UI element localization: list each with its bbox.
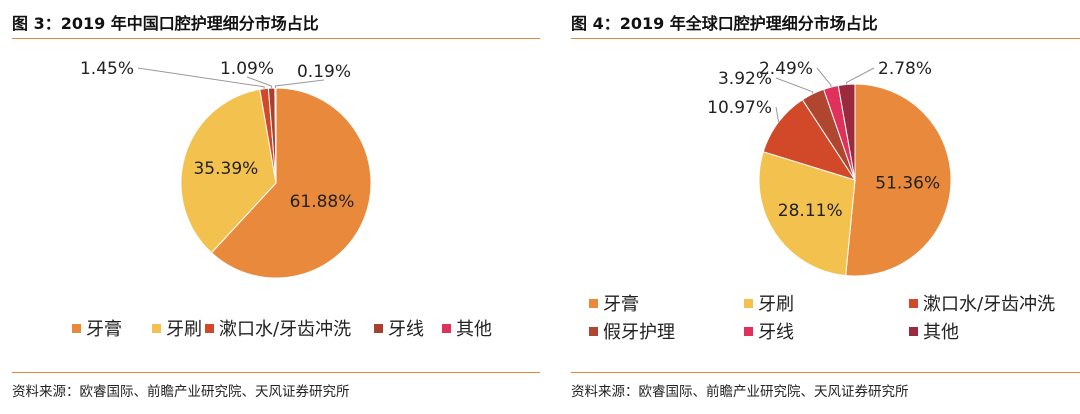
pie-slice-1	[180, 88, 277, 254]
legend-item-1: 牙刷	[744, 294, 794, 315]
pie-slice-4	[274, 87, 277, 184]
figure-4-bottom-rule	[571, 372, 1080, 373]
legend-label-0: 牙膏	[603, 293, 639, 315]
global-oral-care-pie-chart: 51.36% 28.11% 10.97% 3.92%2.49% 2.78% 牙膏 牙刷 漱口水…	[589, 59, 1055, 343]
legend-label-3: 牙线	[388, 319, 424, 340]
legend-item-0: 牙膏	[589, 293, 639, 315]
legend-swatch-2	[909, 299, 918, 308]
legend-label-3: 假牙护理	[603, 322, 675, 343]
legend-item-5: 其他	[909, 322, 959, 343]
legend-label-5: 其他	[923, 322, 959, 343]
data-label-5: 2.78%	[878, 59, 932, 79]
data-label-2: 10.97%	[707, 98, 772, 118]
data-label-0: 61.88%	[290, 192, 355, 212]
legend-swatch-1	[744, 299, 753, 308]
data-label-2: 1.45%	[80, 59, 134, 79]
data-label-1: 35.39%	[193, 159, 258, 179]
figure-3-title: 图 3：2019 年中国口腔护理细分市场占比	[12, 14, 319, 33]
legend-item-0: 牙膏	[72, 318, 122, 340]
leader-line-5	[846, 67, 875, 85]
china-oral-care-pie-chart: 61.88% 35.39% 1.45% 1.09% 0.19% 牙膏 牙刷 漱口水/牙齿冲洗 牙…	[72, 59, 492, 340]
legend-swatch-5	[909, 327, 918, 336]
data-label-3: 3.92%	[718, 69, 772, 89]
pie-slice-0	[210, 87, 372, 279]
figure-3-panel: 图 3：2019 年中国口腔护理细分市场占比 61.88% 35.39% 1.45%…	[12, 14, 540, 400]
pie-slice-1	[758, 151, 856, 277]
legend-item-4: 牙线	[744, 322, 794, 343]
legend-swatch-3	[589, 327, 598, 336]
figure-3-source: 资料来源：欧睿国际、前瞻产业研究院、天风证券研究所	[12, 384, 350, 400]
legend-label-2: 漱口水/牙齿冲洗	[923, 294, 1055, 315]
legend-item-2: 漱口水/牙齿冲洗	[205, 319, 351, 340]
legend-item-1: 牙刷	[152, 319, 202, 340]
legend-label-4: 其他	[456, 319, 492, 340]
pie-slice-0	[845, 83, 952, 277]
legend-label-2: 漱口水/牙齿冲洗	[219, 319, 351, 340]
legend-item-3: 假牙护理	[589, 322, 675, 343]
data-label-4: 2.49%	[759, 59, 813, 79]
legend-label-1: 牙刷	[758, 294, 794, 315]
legend-label-0: 牙膏	[86, 318, 122, 340]
leader-line-2	[775, 106, 779, 123]
legend-swatch-0	[589, 299, 598, 308]
legend-swatch-4	[744, 327, 753, 336]
data-label-3: 1.09%	[220, 59, 274, 79]
figure-3-top-rule	[12, 38, 540, 39]
leader-line-3	[246, 76, 273, 89]
figure-4-panel: 图 4：2019 年全球口腔护理细分市场占比 51.36% 28.11% 10.97…	[559, 0, 1080, 414]
legend-label-4: 牙线	[758, 322, 794, 343]
legend-swatch-3	[374, 324, 383, 333]
figure-3-bottom-rule	[12, 372, 540, 373]
leader-line-4	[816, 67, 832, 88]
data-label-0: 51.36%	[875, 174, 940, 194]
data-label-1: 28.11%	[778, 201, 843, 221]
legend-swatch-0	[72, 324, 81, 333]
data-label-4: 0.19%	[297, 62, 351, 82]
leader-line-3	[775, 77, 814, 94]
figure-4-source: 资料来源：欧睿国际、前瞻产业研究院、天风证券研究所	[571, 384, 909, 400]
legend-swatch-4	[442, 324, 451, 333]
legend-item-2: 漱口水/牙齿冲洗	[909, 294, 1055, 315]
legend-item-3: 牙线	[374, 319, 424, 340]
leader-line-2	[137, 67, 265, 89]
legend-swatch-2	[205, 324, 214, 333]
legend-label-1: 牙刷	[166, 319, 202, 340]
pie-slice-2	[762, 98, 857, 181]
leader-line-4	[274, 79, 325, 88]
figure-4-title: 图 4：2019 年全球口腔护理细分市场占比	[571, 14, 878, 33]
figure-4-top-rule	[571, 38, 1080, 39]
legend-swatch-1	[152, 324, 161, 333]
legend-item-4: 其他	[442, 319, 492, 340]
